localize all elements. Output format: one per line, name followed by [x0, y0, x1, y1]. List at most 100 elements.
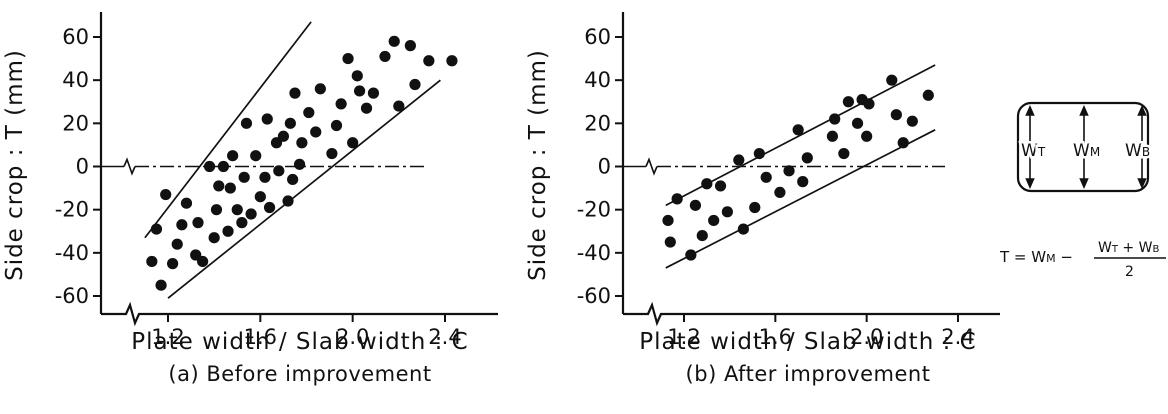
panel-caption: (b) After improvement [686, 362, 931, 386]
data-point [296, 137, 308, 149]
x-tick-label: 2.4 [428, 325, 461, 349]
data-point [388, 35, 400, 47]
data-point [180, 197, 193, 209]
x-tick-label: 1.6 [759, 325, 792, 349]
slab-outline [1016, 101, 1150, 193]
data-point [210, 204, 223, 216]
data-point [250, 150, 262, 162]
data-point [890, 109, 902, 121]
y-tick-label: 40 [62, 68, 89, 92]
y-tick-label: -40 [55, 241, 89, 265]
data-point [254, 191, 266, 203]
data-point [155, 279, 167, 291]
band-lower-line [665, 129, 936, 269]
data-point [662, 214, 674, 227]
zero-line-break-mark [123, 157, 136, 176]
data-point [293, 158, 306, 170]
data-point [146, 255, 158, 268]
y-tick-label: 60 [584, 25, 611, 49]
y-tick-label: 0 [76, 155, 89, 179]
side-crop-definition-diagram: WT WM WB T = WM − WT + WB 2 [999, 101, 1166, 280]
x-axis-title: Plate width / Slab width : C [639, 329, 976, 355]
band-lower-line [167, 79, 441, 299]
data-point [367, 87, 380, 99]
data-point [238, 171, 250, 183]
data-point [671, 193, 683, 205]
data-point [273, 165, 285, 177]
data-point [171, 238, 183, 250]
data-point [708, 214, 720, 227]
data-point [737, 223, 749, 235]
data-point [259, 171, 271, 183]
data-point [760, 171, 772, 183]
data-point [685, 249, 697, 261]
data-point [150, 223, 163, 235]
x-tick-label: 2.0 [850, 325, 883, 349]
data-point [393, 100, 405, 112]
data-point [224, 182, 236, 194]
data-point [409, 78, 421, 91]
label-wm: WM [1073, 141, 1100, 161]
data-point [714, 180, 727, 192]
data-point [721, 206, 733, 218]
width-arrow-top [1025, 105, 1035, 189]
data-point [801, 152, 813, 164]
data-point [423, 55, 435, 67]
data-point [689, 199, 702, 211]
data-point [176, 219, 188, 231]
data-point [792, 124, 804, 136]
data-point [842, 96, 855, 108]
formula-numerator: WT + WB [1098, 240, 1159, 256]
y-tick-label: 40 [584, 68, 611, 92]
data-point [664, 236, 676, 248]
data-point [213, 180, 225, 192]
y-tick-label: 0 [598, 155, 611, 179]
data-point [160, 188, 172, 201]
y-axis-title: Side crop : T (mm) [525, 49, 551, 281]
data-point [192, 217, 204, 229]
data-point [245, 208, 257, 220]
data-point [446, 55, 458, 67]
label-wt: WT [1021, 141, 1046, 161]
data-point [863, 98, 875, 110]
chart-panel-after: 60 40 20 0 -20 -40 -60 1.2 1.6 2.0 2.4 Side crop : … [525, 12, 1000, 386]
width-arrow-bottom [1137, 105, 1147, 189]
data-point [217, 160, 229, 173]
band-upper-line [144, 21, 312, 239]
width-arrow-middle [1079, 105, 1089, 189]
data-point [838, 147, 850, 160]
formula-denominator: 2 [1125, 264, 1134, 280]
data-point [347, 137, 359, 149]
data-point [906, 115, 918, 127]
y-tick-label: -60 [55, 284, 89, 308]
x-axis-line-with-break [101, 301, 498, 327]
x-axis-line-with-break [623, 301, 1000, 327]
zero-line-break-mark [645, 157, 658, 176]
x-axis-title: Plate width / Slab width : C [131, 329, 468, 355]
data-point [861, 130, 873, 142]
data-point [342, 52, 354, 65]
data-point [263, 201, 276, 214]
data-point [922, 89, 934, 101]
y-tick-label: -40 [577, 241, 611, 265]
data-point [261, 113, 273, 125]
data-point [310, 126, 322, 138]
y-tick-label: 20 [584, 111, 611, 135]
data-point [197, 255, 209, 268]
y-tick-label: -60 [577, 284, 611, 308]
data-point [203, 160, 216, 173]
data-point [701, 178, 713, 190]
formula-lhs: T = WM − [999, 248, 1073, 266]
data-point [826, 130, 839, 142]
data-point [277, 130, 290, 142]
data-point [351, 70, 363, 82]
data-point [284, 117, 296, 129]
data-point [236, 217, 248, 229]
chart-panel-before: 60 40 20 0 -20 -40 -60 1.2 1.6 2.0 2.4 Side crop : … [2, 12, 498, 386]
data-point [404, 40, 416, 52]
data-point [783, 165, 795, 177]
data-point [240, 117, 253, 129]
side-crop-formula: T = WM − WT + WB 2 [999, 240, 1166, 280]
data-point [222, 225, 234, 237]
